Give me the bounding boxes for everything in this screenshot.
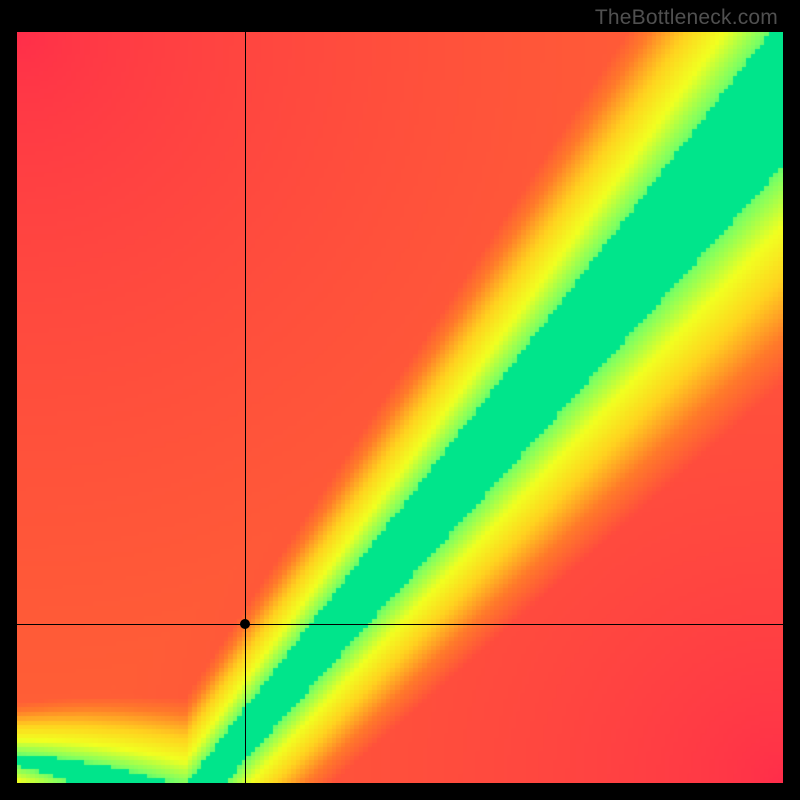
plot-area	[17, 32, 783, 783]
crosshair-horizontal	[17, 624, 783, 625]
marker-dot	[240, 619, 250, 629]
watermark-text: TheBottleneck.com	[595, 6, 778, 30]
crosshair-vertical	[245, 32, 246, 783]
heatmap-canvas	[17, 32, 783, 783]
